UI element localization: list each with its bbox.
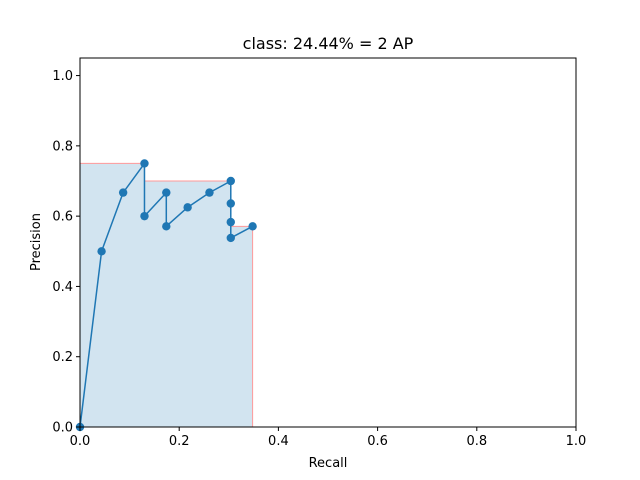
x-tick-label: 0.4 — [268, 434, 289, 449]
data-point — [248, 222, 257, 231]
data-point — [226, 199, 235, 208]
y-axis-title: Precision — [29, 213, 44, 271]
y-tick-label: 1.0 — [52, 69, 73, 84]
axis-ticks: 0.0 0.2 0.4 0.6 0.8 1.0 0.0 0.2 0.4 0.6 0.8 1.0 — [52, 69, 586, 449]
data-point — [162, 188, 171, 197]
plot-area — [75, 159, 257, 432]
data-point — [226, 217, 235, 227]
data-point — [226, 233, 235, 243]
data-point — [140, 159, 149, 168]
data-point — [118, 188, 128, 197]
y-tick-label: 0.4 — [52, 280, 73, 295]
y-tick-label: 0.0 — [52, 421, 73, 436]
data-point — [205, 188, 214, 197]
data-point — [162, 222, 171, 231]
x-tick-label: 0.6 — [367, 434, 388, 449]
x-tick-label: 0.0 — [70, 434, 91, 449]
y-tick-label: 0.2 — [52, 350, 73, 365]
x-tick-label: 0.8 — [466, 434, 487, 449]
data-point — [140, 211, 149, 221]
x-tick-label: 0.2 — [169, 434, 190, 449]
x-axis-title: Recall — [309, 456, 348, 471]
data-point — [183, 203, 192, 212]
data-point — [226, 176, 235, 186]
y-tick-label: 0.6 — [52, 210, 73, 225]
x-tick-label: 1.0 — [566, 434, 587, 449]
plot-frame — [79, 57, 577, 428]
y-tick-label: 0.8 — [52, 139, 73, 154]
data-point — [97, 247, 106, 256]
chart-title: class: 24.44% = 2 AP — [243, 34, 414, 53]
